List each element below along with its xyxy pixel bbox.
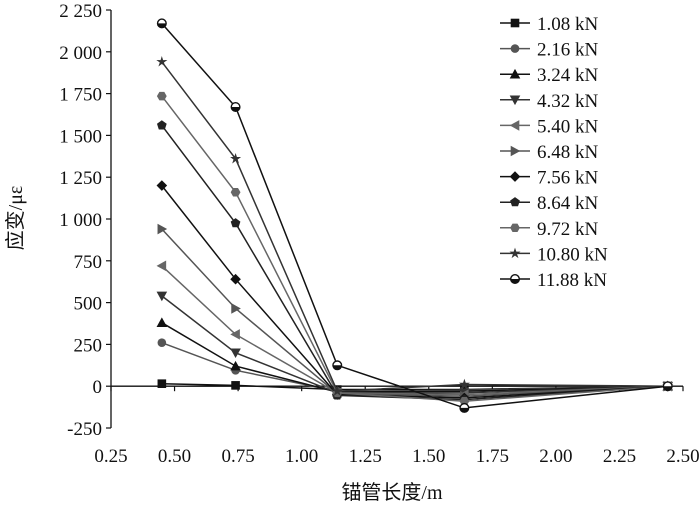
- legend-marker: [509, 95, 521, 106]
- data-point: [156, 56, 168, 67]
- legend-item: 3.24 kN: [500, 65, 599, 86]
- data-point: [230, 273, 241, 285]
- legend-label: 2.16 kN: [537, 40, 599, 61]
- data-point: [230, 218, 241, 228]
- legend-label: 7.56 kN: [537, 168, 599, 189]
- legend-label: 8.64 kN: [537, 193, 599, 214]
- data-point: [156, 18, 167, 29]
- x-axis-label: 锚管长度/m: [341, 481, 443, 504]
- y-tick-label: 1 750: [59, 85, 102, 106]
- series-11-88-kn: [156, 18, 673, 413]
- legend-label: 9.72 kN: [537, 219, 599, 240]
- data-point: [230, 153, 242, 164]
- marker-half: [510, 279, 520, 284]
- legend-marker: [510, 18, 520, 28]
- legend-marker: [510, 197, 520, 207]
- y-tick-label: 2 250: [59, 1, 102, 22]
- y-tick-label: 1 250: [59, 168, 102, 189]
- data-point: [230, 188, 241, 197]
- data-point: [331, 385, 343, 396]
- legend-marker: [509, 120, 520, 131]
- legend-item: 5.40 kN: [500, 116, 599, 137]
- legend-item: 1.08 kN: [500, 14, 599, 35]
- x-tick-label: 1.00: [285, 446, 318, 467]
- y-tick-label: 250: [74, 335, 103, 356]
- data-point: [662, 381, 673, 392]
- y-tick-label: 1 000: [59, 210, 102, 231]
- marker-half: [663, 386, 673, 391]
- data-point: [459, 397, 470, 406]
- data-point: [230, 348, 241, 359]
- legend-marker: [510, 44, 520, 53]
- data-point: [157, 379, 167, 388]
- data-point: [230, 101, 241, 112]
- x-tick-label: 2.00: [539, 446, 572, 467]
- data-point: [459, 402, 470, 413]
- legend-label: 3.24 kN: [537, 65, 599, 86]
- data-point: [156, 260, 167, 272]
- x-tick-label: 1.75: [476, 446, 509, 467]
- legend: 1.08 kN 2.16 kN 3.24 kN 4.32 kN 5.40 kN 6.48 …: [500, 14, 608, 291]
- data-point: [156, 291, 168, 302]
- legend-label: 10.80 kN: [537, 244, 608, 265]
- legend-marker: [509, 171, 521, 182]
- marker-half: [460, 407, 469, 413]
- marker-half: [157, 23, 167, 28]
- data-point: [157, 120, 167, 130]
- data-point: [156, 317, 168, 327]
- x-tick-label: 1.50: [412, 446, 445, 467]
- data-point: [157, 223, 168, 235]
- legend-label: 4.32 kN: [537, 91, 599, 112]
- data-point: [332, 360, 343, 371]
- data-point: [231, 381, 240, 390]
- data-point: [156, 91, 167, 101]
- data-point: [230, 360, 241, 371]
- y-tick-label: 750: [74, 252, 103, 273]
- data-point: [458, 378, 470, 390]
- legend-label: 11.88 kN: [537, 270, 607, 291]
- x-tick-label: 0.25: [94, 446, 127, 467]
- x-tick-label: 0.50: [158, 446, 191, 467]
- axes: -250 0 250 500 750 1 000 1 250 1 500 1 750 2 000 2…: [59, 1, 699, 467]
- y-tick-label: 0: [93, 377, 103, 398]
- legend-item: 10.80 kN: [500, 244, 608, 265]
- x-tick-label: 1.25: [349, 446, 382, 467]
- y-tick-label: 1 500: [59, 126, 102, 147]
- legend-item: 2.16 kN: [500, 40, 599, 61]
- series-lines: [156, 18, 674, 413]
- legend-marker: [509, 68, 521, 79]
- data-point: [230, 329, 240, 340]
- data-point: [157, 338, 167, 348]
- legend-marker: [509, 247, 521, 259]
- legend-item: 7.56 kN: [500, 168, 599, 189]
- y-tick-label: 2 000: [59, 43, 102, 64]
- legend-item: 6.48 kN: [500, 142, 599, 163]
- legend-marker: [510, 223, 520, 232]
- x-tick-label: 2.50: [666, 446, 699, 467]
- legend-item: 4.32 kN: [500, 91, 599, 112]
- legend-item: 8.64 kN: [500, 193, 599, 214]
- x-tick-label: 2.25: [603, 446, 636, 467]
- x-tick-label: 0.75: [221, 446, 254, 467]
- marker-half: [332, 365, 342, 370]
- legend-label: 1.08 kN: [537, 14, 599, 35]
- y-tick-label: -250: [67, 419, 102, 440]
- legend-item: 9.72 kN: [500, 219, 599, 240]
- legend-item: 11.88 kN: [500, 270, 607, 291]
- legend-label: 6.48 kN: [537, 142, 599, 163]
- data-point: [156, 180, 168, 191]
- legend-marker: [510, 145, 521, 157]
- y-tick-label: 500: [74, 294, 103, 315]
- marker-half: [231, 106, 240, 112]
- legend-label: 5.40 kN: [537, 116, 599, 137]
- data-point: [231, 303, 241, 314]
- legend-marker: [510, 274, 521, 285]
- y-axis-label: 应变/με: [4, 186, 27, 251]
